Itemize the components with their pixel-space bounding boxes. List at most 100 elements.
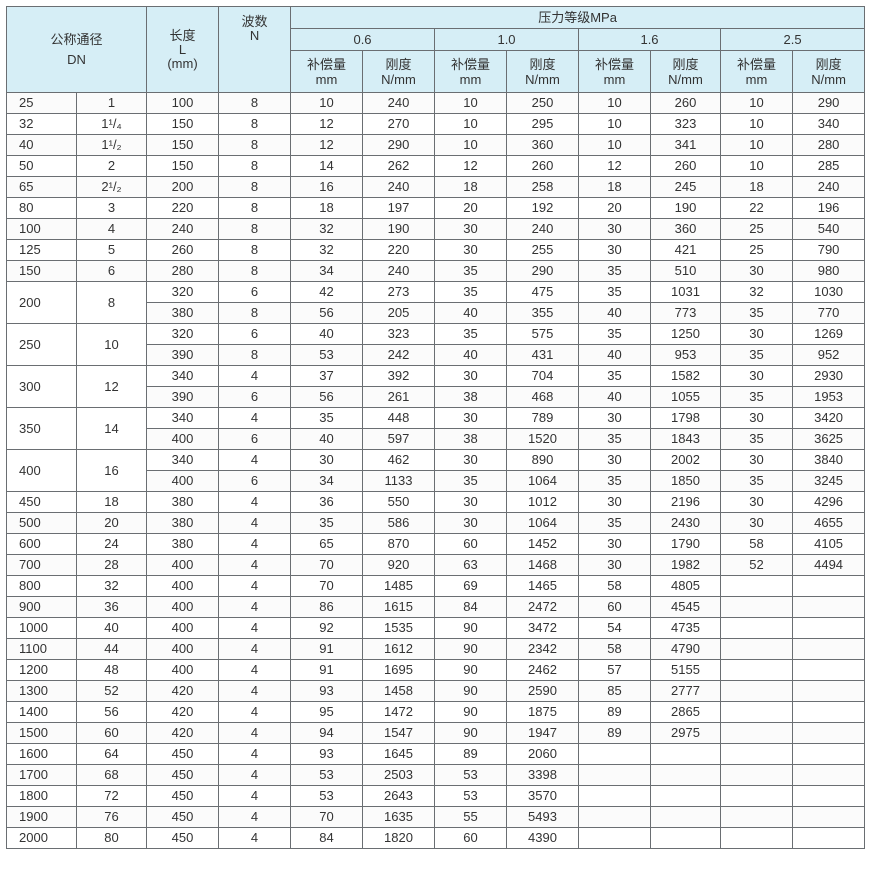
cell-stiff-0.6: 205 bbox=[362, 302, 436, 324]
cell-comp-0.6: 18 bbox=[290, 197, 364, 219]
cell-dn: 100 bbox=[6, 218, 77, 240]
cell-comp-1.6: 58 bbox=[578, 575, 652, 597]
cell-comp-1.0: 40 bbox=[434, 302, 508, 324]
cell-stiff-2.5: 196 bbox=[792, 197, 866, 219]
cell-stiff-0.6: 1635 bbox=[362, 806, 436, 828]
cell-stiff-0.6: 1472 bbox=[362, 701, 436, 723]
cell-comp-1.6: 35 bbox=[578, 512, 652, 534]
cell-stiff-1.0: 789 bbox=[506, 407, 580, 429]
cell-comp-1.6: 35 bbox=[578, 365, 652, 387]
cell-comp-0.6: 36 bbox=[290, 491, 364, 513]
header-nominal-diameter-label: 公称通径 bbox=[50, 31, 103, 47]
cell-comp-0.6: 70 bbox=[290, 806, 364, 828]
cell-comp-2.5: 30 bbox=[720, 407, 794, 429]
header-pressure-class: 压力等级MPa bbox=[290, 6, 866, 29]
cell-comp-2.5: 35 bbox=[720, 302, 794, 324]
header-compensation-label: 补偿量 bbox=[307, 56, 347, 72]
cell-length: 340 bbox=[146, 365, 220, 387]
cell-comp-1.0: 10 bbox=[434, 92, 508, 114]
table-row: 200 8 320 6 42 273 35 475 35 1031 32 1030 bbox=[6, 281, 866, 324]
cell-stiff-2.5 bbox=[792, 743, 866, 765]
cell-waves: 6 bbox=[218, 323, 292, 345]
cell-inch: 10 bbox=[75, 323, 148, 366]
cell-waves: 8 bbox=[218, 176, 292, 198]
cell-comp-0.6: 56 bbox=[290, 386, 364, 408]
cell-waves: 8 bbox=[218, 197, 292, 219]
cell-stiff-1.6: 4735 bbox=[650, 617, 722, 639]
cell-stiff-1.0: 5493 bbox=[506, 806, 580, 828]
cell-inch: 1¹/₄ bbox=[75, 113, 148, 135]
cell-comp-2.5: 30 bbox=[720, 512, 794, 534]
cell-stiff-2.5: 290 bbox=[792, 92, 866, 114]
cell-dn: 1100 bbox=[6, 638, 77, 660]
cell-stiff-2.5: 1030 bbox=[792, 281, 866, 303]
cell-stiff-1.6: 4545 bbox=[650, 596, 722, 618]
cell-stiff-0.6: 1612 bbox=[362, 638, 436, 660]
cell-comp-1.0: 30 bbox=[434, 491, 508, 513]
cell-comp-2.5 bbox=[720, 701, 794, 723]
cell-comp-1.6: 30 bbox=[578, 533, 652, 555]
table-row: 1700 68 450 4 53 2503 53 3398 bbox=[6, 764, 866, 786]
cell-length: 450 bbox=[146, 764, 220, 786]
cell-inch: 6 bbox=[75, 260, 148, 282]
cell-stiff-1.6: 4805 bbox=[650, 575, 722, 597]
cell-stiff-1.0: 4390 bbox=[506, 827, 580, 849]
cell-comp-1.6 bbox=[578, 785, 652, 807]
cell-comp-1.0: 35 bbox=[434, 470, 508, 492]
cell-stiff-1.6: 190 bbox=[650, 197, 722, 219]
header-pressure-0.6: 0.6 bbox=[290, 28, 436, 51]
header-nominal-diameter: 公称通径 DN bbox=[5, 6, 148, 93]
header-compensation-label: 补偿量 bbox=[595, 56, 635, 72]
cell-comp-0.6: 91 bbox=[290, 638, 364, 660]
header-compensation-label: 补偿量 bbox=[451, 56, 491, 72]
cell-comp-1.6: 20 bbox=[578, 197, 652, 219]
header-length: 长度 L (mm) bbox=[146, 6, 220, 93]
cell-comp-0.6: 34 bbox=[290, 260, 364, 282]
cell-inch: 3 bbox=[75, 197, 148, 219]
cell-comp-2.5: 25 bbox=[720, 239, 794, 261]
cell-comp-0.6: 30 bbox=[290, 449, 364, 471]
cell-comp-1.6: 30 bbox=[578, 491, 652, 513]
cell-waves: 4 bbox=[218, 806, 292, 828]
table-row: 125 5 260 8 32 220 30 255 30 421 25 790 bbox=[6, 239, 866, 261]
cell-comp-1.6: 12 bbox=[578, 155, 652, 177]
header-stiffness-label: 刚度 bbox=[815, 56, 842, 72]
cell-comp-0.6: 53 bbox=[290, 785, 364, 807]
cell-stiff-1.0: 2342 bbox=[506, 638, 580, 660]
cell-stiff-0.6: 290 bbox=[362, 134, 436, 156]
cell-comp-0.6: 94 bbox=[290, 722, 364, 744]
cell-stiff-1.0: 255 bbox=[506, 239, 580, 261]
cell-length: 100 bbox=[146, 92, 220, 114]
cell-waves: 4 bbox=[218, 680, 292, 702]
cell-stiff-1.0: 240 bbox=[506, 218, 580, 240]
cell-stiff-1.0: 1452 bbox=[506, 533, 580, 555]
table-row: 32 1¹/₄ 150 8 12 270 10 295 10 323 10 340 bbox=[6, 113, 866, 135]
cell-comp-2.5: 10 bbox=[720, 113, 794, 135]
table-row: 65 2¹/₂ 200 8 16 240 18 258 18 245 18 240 bbox=[6, 176, 866, 198]
cell-stiff-1.6: 1031 bbox=[650, 281, 722, 303]
cell-inch: 16 bbox=[75, 449, 148, 492]
table-row: 450 18 380 4 36 550 30 1012 30 2196 30 4296 bbox=[6, 491, 866, 513]
cell-comp-2.5 bbox=[720, 575, 794, 597]
cell-stiff-1.0: 1875 bbox=[506, 701, 580, 723]
header-compensation-label: 补偿量 bbox=[737, 56, 777, 72]
cell-stiff-2.5 bbox=[792, 806, 866, 828]
cell-stiff-2.5: 2930 bbox=[792, 365, 866, 387]
cell-waves: 8 bbox=[218, 134, 292, 156]
cell-waves: 8 bbox=[218, 218, 292, 240]
cell-waves: 4 bbox=[218, 722, 292, 744]
table-row: 1000 40 400 4 92 1535 90 3472 54 4735 bbox=[6, 617, 866, 639]
cell-comp-1.0: 20 bbox=[434, 197, 508, 219]
cell-stiff-1.6: 1055 bbox=[650, 386, 722, 408]
cell-stiff-1.0: 250 bbox=[506, 92, 580, 114]
cell-stiff-0.6: 1133 bbox=[362, 470, 436, 492]
cell-stiff-1.0: 890 bbox=[506, 449, 580, 471]
header-stiffness-unit: N/mm bbox=[525, 71, 560, 87]
cell-stiff-1.0: 258 bbox=[506, 176, 580, 198]
header-stiffness: 刚度 N/mm bbox=[362, 50, 436, 93]
cell-length: 450 bbox=[146, 785, 220, 807]
cell-stiff-2.5 bbox=[792, 617, 866, 639]
cell-comp-2.5 bbox=[720, 680, 794, 702]
cell-comp-1.6 bbox=[578, 806, 652, 828]
cell-length: 150 bbox=[146, 113, 220, 135]
